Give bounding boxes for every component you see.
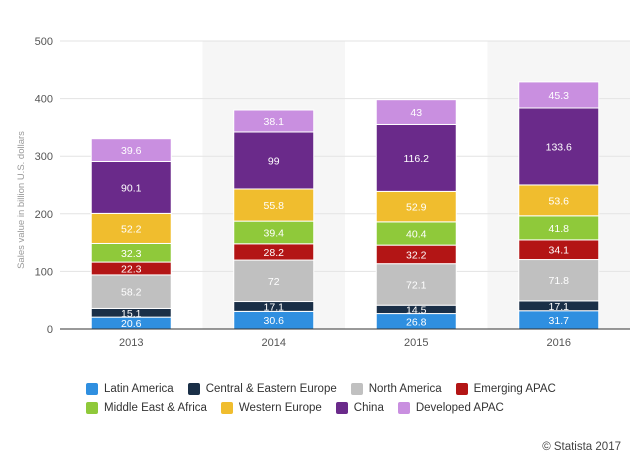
- data-label: 15.1: [121, 308, 142, 320]
- data-label: 39.6: [121, 145, 142, 157]
- legend-item-developed-apac[interactable]: Developed APAC: [397, 402, 504, 414]
- data-label: 45.3: [549, 90, 570, 102]
- legend-label: Western Europe: [238, 402, 322, 414]
- y-axis-label: Sales value in billion U.S. dollars: [16, 131, 27, 269]
- data-label: 72: [268, 276, 280, 288]
- data-label: 39.4: [264, 227, 285, 239]
- legend-label: North America: [368, 383, 442, 395]
- legend-label: Emerging APAC: [473, 383, 556, 395]
- data-label: 34.1: [549, 245, 570, 257]
- data-label: 99: [268, 155, 280, 167]
- data-label: 26.8: [406, 316, 427, 328]
- bar-segment[interactable]: [518, 259, 600, 302]
- data-label: 43: [410, 107, 422, 119]
- legend: Latin America Central & Eastern Europe N…: [86, 380, 606, 418]
- data-label: 52.9: [406, 202, 427, 214]
- data-label: 53.6: [549, 195, 570, 207]
- data-label: 116.2: [404, 153, 430, 165]
- bar-segment[interactable]: [90, 138, 172, 162]
- bar-segment[interactable]: [233, 259, 315, 303]
- x-tick-label: 2015: [404, 337, 428, 349]
- y-tick-label: 500: [35, 36, 53, 48]
- data-label: 90.1: [121, 182, 142, 194]
- data-label: 30.6: [264, 315, 285, 327]
- legend-item-north-america[interactable]: North America: [350, 383, 442, 395]
- bar-segment[interactable]: [375, 190, 457, 223]
- data-label: 58.2: [121, 287, 142, 299]
- y-tick-label: 100: [35, 266, 53, 278]
- legend-label: Central & Eastern Europe: [205, 383, 337, 395]
- y-tick-label: 200: [35, 209, 53, 221]
- legend-swatch: [86, 402, 98, 414]
- legend-item-china[interactable]: China: [335, 402, 384, 414]
- bar-segment[interactable]: [375, 99, 457, 125]
- legend-label: China: [353, 402, 384, 414]
- x-tick-label: 2016: [547, 337, 571, 349]
- legend-label: Latin America: [104, 383, 174, 395]
- legend-row-1: Latin America Central & Eastern Europe N…: [86, 380, 606, 398]
- bar-segment[interactable]: [518, 184, 600, 217]
- legend-item-central-eastern-europe[interactable]: Central & Eastern Europe: [187, 383, 337, 395]
- legend-swatch: [397, 402, 410, 414]
- legend-label: Middle East & Africa: [104, 402, 207, 414]
- legend-label: Developed APAC: [415, 402, 504, 414]
- data-label: 17.1: [264, 301, 285, 313]
- bar-segment[interactable]: [518, 215, 600, 241]
- bars: [90, 81, 600, 330]
- data-label: 52.2: [121, 223, 142, 235]
- y-tick-label: 400: [35, 94, 53, 106]
- data-label: 38.1: [264, 116, 285, 128]
- data-label: 28.2: [264, 247, 285, 259]
- y-tick-label: 300: [35, 151, 53, 163]
- data-label: 32.2: [406, 249, 427, 261]
- bar-segment[interactable]: [90, 212, 172, 244]
- data-label: 133.6: [546, 141, 572, 153]
- bar-segment[interactable]: [375, 263, 457, 306]
- data-label: 32.3: [121, 248, 142, 260]
- source-credit: © Statista 2017: [542, 441, 621, 453]
- data-label: 14.5: [406, 304, 427, 316]
- legend-item-western-europe[interactable]: Western Europe: [220, 402, 322, 414]
- data-label: 40.4: [406, 228, 427, 240]
- data-label: 20.6: [121, 318, 142, 330]
- y-axis-ticks: 0 100 200 300 400 500: [35, 36, 53, 336]
- data-label: 31.7: [549, 315, 570, 327]
- legend-swatch: [350, 383, 363, 395]
- legend-item-emerging-apac[interactable]: Emerging APAC: [455, 383, 556, 395]
- legend-swatch: [86, 383, 98, 395]
- bar-segment[interactable]: [518, 107, 600, 186]
- bar-segment[interactable]: [233, 109, 315, 133]
- data-label: 22.3: [121, 263, 142, 275]
- y-tick-label: 0: [47, 324, 53, 336]
- bar-segment[interactable]: [518, 81, 600, 109]
- data-label: 72.1: [406, 279, 427, 291]
- legend-swatch: [220, 402, 233, 414]
- legend-item-latin-america[interactable]: Latin America: [86, 383, 174, 395]
- legend-swatch: [455, 383, 468, 395]
- x-tick-label: 2013: [119, 337, 143, 349]
- data-label: 71.8: [549, 275, 570, 287]
- legend-swatch: [335, 402, 348, 414]
- bar-segment[interactable]: [375, 123, 457, 192]
- legend-row-2: Middle East & Africa Western Europe Chin…: [86, 399, 606, 417]
- bar-segment[interactable]: [233, 131, 315, 190]
- data-label: 17.1: [549, 301, 570, 313]
- bar-segment[interactable]: [90, 274, 172, 309]
- data-labels: 20.615.1 58.2 22.3 32.3 52.2 90.1 39.6 30.6 17.1…: [121, 90, 572, 330]
- data-label: 55.8: [264, 200, 285, 212]
- bar-segment[interactable]: [90, 160, 172, 214]
- x-tick-label: 2014: [262, 337, 286, 349]
- legend-item-middle-east-africa[interactable]: Middle East & Africa: [86, 402, 207, 414]
- x-axis-ticks: 2013 2014 2015 2016: [119, 337, 571, 349]
- data-label: 41.8: [549, 223, 570, 235]
- legend-swatch: [187, 383, 200, 395]
